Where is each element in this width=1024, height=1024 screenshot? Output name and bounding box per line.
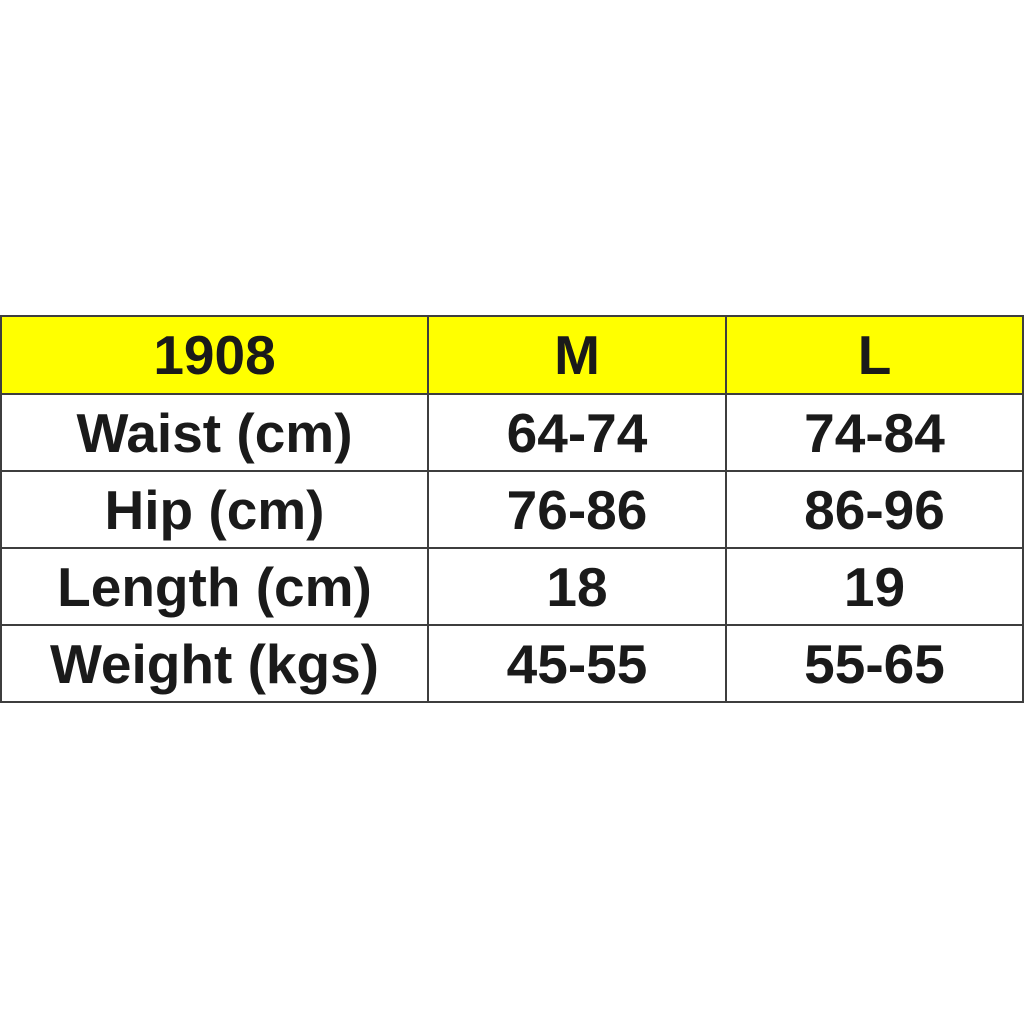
table-header-row: 1908 M L bbox=[0, 315, 1024, 395]
header-cell-size-m: M bbox=[427, 315, 727, 395]
table-row-hip: Hip (cm) 76-86 86-96 bbox=[0, 470, 1024, 549]
table-row-weight: Weight (kgs) 45-55 55-65 bbox=[0, 624, 1024, 703]
row-label-hip: Hip (cm) bbox=[0, 470, 429, 549]
table-row-length: Length (cm) 18 19 bbox=[0, 547, 1024, 626]
waist-value-l: 74-84 bbox=[725, 393, 1024, 472]
length-value-m: 18 bbox=[427, 547, 727, 626]
hip-value-m: 76-86 bbox=[427, 470, 727, 549]
size-chart-table: 1908 M L Waist (cm) 64-74 74-84 Hip (cm)… bbox=[0, 315, 1024, 703]
weight-value-l: 55-65 bbox=[725, 624, 1024, 703]
table-row-waist: Waist (cm) 64-74 74-84 bbox=[0, 393, 1024, 472]
hip-value-l: 86-96 bbox=[725, 470, 1024, 549]
row-label-waist: Waist (cm) bbox=[0, 393, 429, 472]
length-value-l: 19 bbox=[725, 547, 1024, 626]
weight-value-m: 45-55 bbox=[427, 624, 727, 703]
header-cell-size-l: L bbox=[725, 315, 1024, 395]
row-label-length: Length (cm) bbox=[0, 547, 429, 626]
header-cell-product-code: 1908 bbox=[0, 315, 429, 395]
row-label-weight: Weight (kgs) bbox=[0, 624, 429, 703]
waist-value-m: 64-74 bbox=[427, 393, 727, 472]
